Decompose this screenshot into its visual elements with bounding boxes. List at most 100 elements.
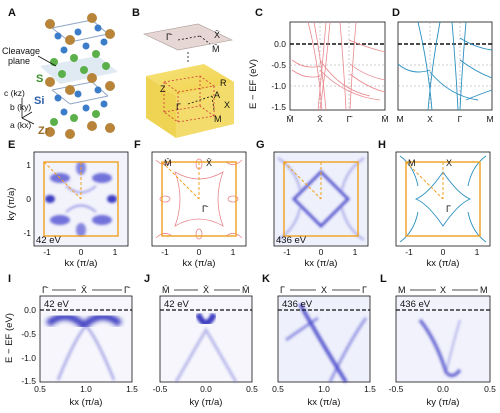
cut-path: Γ̄ X̄ Γ̄ — [42, 285, 131, 295]
svg-text:-1.0: -1.0 — [21, 353, 36, 363]
svg-text:1: 1 — [353, 247, 358, 257]
svg-text:1: 1 — [231, 247, 236, 257]
y-ticks: 1 0 -1 — [23, 160, 31, 238]
svg-text:-0.5: -0.5 — [21, 329, 36, 339]
panel-label: H — [378, 139, 386, 151]
svg-text:1.0: 1.0 — [318, 384, 330, 394]
xlabel: kx (π/a) — [427, 258, 460, 269]
x-ticks: -1 0 1 — [405, 247, 479, 257]
cleavage-pointer — [37, 55, 57, 67]
panel-i: I E − EF (eV) 0.0 -0.5 -1.0 -1.5 42 eV Γ… — [4, 273, 138, 408]
svg-text:Γ̄: Γ̄ — [124, 285, 131, 295]
x-ticks: -0.5 0.0 0.5 — [153, 384, 259, 394]
svg-text:M: M — [398, 285, 406, 295]
y-ticks: 0.0 -0.5 -1.0 -1.5 — [271, 39, 286, 112]
svg-text:0: 0 — [79, 247, 84, 257]
svg-text:-1: -1 — [161, 247, 169, 257]
photon-energy: 42 eV — [36, 235, 61, 246]
svg-text:0: 0 — [319, 247, 324, 257]
ylabel: E − EF (eV) — [248, 59, 259, 109]
bulk-bz-top — [146, 64, 234, 96]
atom-label-s: S — [36, 73, 43, 85]
panel-a: A — [2, 7, 118, 139]
svg-text:0.0: 0.0 — [200, 384, 212, 394]
panel-d: D M X Γ M — [392, 7, 494, 124]
svg-text:M: M — [486, 114, 493, 124]
hs-path — [43, 161, 82, 200]
svg-text:-1: -1 — [405, 247, 413, 257]
xlabel: kx (π/a) — [305, 258, 338, 269]
panel-label: I — [8, 273, 11, 285]
panel-label: A — [8, 7, 16, 19]
panel-label: J — [144, 273, 150, 285]
photon-energy: 42 eV — [164, 299, 189, 310]
x-ticks: -1 0 1 — [283, 247, 357, 257]
svg-text:0: 0 — [26, 194, 31, 204]
panel-g: G 436 eV -1 0 1 kx (π/a) — [256, 139, 369, 269]
x-ticks: -1 0 1 — [161, 247, 235, 257]
svg-text:0: 0 — [441, 247, 446, 257]
xlabel: kx (π/a) — [308, 397, 341, 408]
svg-text:-0.5: -0.5 — [153, 384, 168, 394]
x-ticks: M X Γ M — [396, 114, 493, 124]
plot-frame — [397, 21, 493, 111]
panel-label: K — [262, 273, 270, 285]
svg-text:-0.5: -0.5 — [389, 384, 404, 394]
panel-label: G — [256, 139, 265, 151]
bulk-bz-left — [146, 76, 176, 138]
svg-text:M̄: M̄ — [381, 114, 388, 124]
cut-path: Γ X Γ — [280, 285, 367, 295]
svg-text:M: M — [480, 285, 488, 295]
crystal-structure — [45, 13, 115, 139]
x-ticks: 0.5 1.0 1.5 — [272, 384, 376, 394]
svg-text:X: X — [427, 114, 433, 124]
panel-k: K 436 eV Γ X Γ 0.5 1.0 1.5 kx (π/a) — [262, 273, 376, 408]
arpes-intensity — [45, 313, 123, 381]
plot-frame — [289, 21, 386, 111]
svg-text:M̄: M̄ — [242, 285, 250, 295]
svg-text:0.5: 0.5 — [34, 384, 46, 394]
svg-text:0.0: 0.0 — [437, 384, 449, 394]
svg-text:M: M — [396, 114, 403, 124]
svg-text:Γ: Γ — [280, 285, 285, 295]
panel-e: E ky (π/a) 42 eV -1 0 1 1 0 -1 k — [6, 139, 129, 269]
gridlines — [398, 22, 492, 110]
x-ticks: 0.5 1.0 1.5 — [34, 384, 138, 394]
svg-text:-1.5: -1.5 — [271, 102, 286, 112]
svg-text:0.5: 0.5 — [484, 384, 496, 394]
svg-text:X̄: X̄ — [81, 285, 87, 295]
svg-text:1: 1 — [26, 160, 31, 170]
bulk-bz-right — [176, 82, 234, 138]
svg-text:M̄: M̄ — [162, 285, 170, 295]
xlabel: ky (π/a) — [190, 397, 223, 408]
hs-point-gamma: Γ — [446, 204, 451, 214]
arpes-intensity — [174, 312, 238, 383]
hs-point-x: X — [446, 158, 452, 168]
hs-point-m: M̄ — [164, 158, 172, 168]
surface-point-m: M̄ — [212, 44, 220, 54]
panel-h: H M X Γ -1 0 1 kx (π/a) — [378, 139, 491, 269]
svg-text:0.0: 0.0 — [24, 305, 36, 315]
bands — [291, 21, 386, 111]
axis-c-label: c (kz) — [4, 88, 25, 98]
bulk-point-z: Z — [160, 84, 166, 94]
svg-text:1.5: 1.5 — [364, 384, 376, 394]
svg-text:X: X — [440, 285, 446, 295]
arpes-intensity — [418, 318, 462, 378]
fs-intensity — [277, 157, 365, 241]
photon-energy: 436 eV — [276, 235, 307, 246]
svg-text:1.0: 1.0 — [80, 384, 92, 394]
cleavage-label-2: plane — [8, 56, 30, 66]
hs-point-m: M — [408, 158, 416, 168]
bands — [397, 21, 493, 111]
bulk-point-r: R — [220, 78, 227, 88]
x-ticks: M̄ X̄ Γ̄ M̄ — [286, 114, 388, 124]
xlabel: kx (π/a) — [183, 258, 216, 269]
x-ticks: -0.5 0.0 0.5 — [389, 384, 497, 394]
photon-energy: 436 eV — [400, 299, 431, 310]
cut-path: M̄ X̄ M̄ — [162, 285, 250, 295]
y-ticks: 0.0 -0.5 -1.0 -1.5 — [21, 305, 36, 386]
svg-text:-1: -1 — [283, 247, 291, 257]
ylabel: ky (π/a) — [6, 188, 17, 221]
svg-text:-1: -1 — [43, 247, 51, 257]
